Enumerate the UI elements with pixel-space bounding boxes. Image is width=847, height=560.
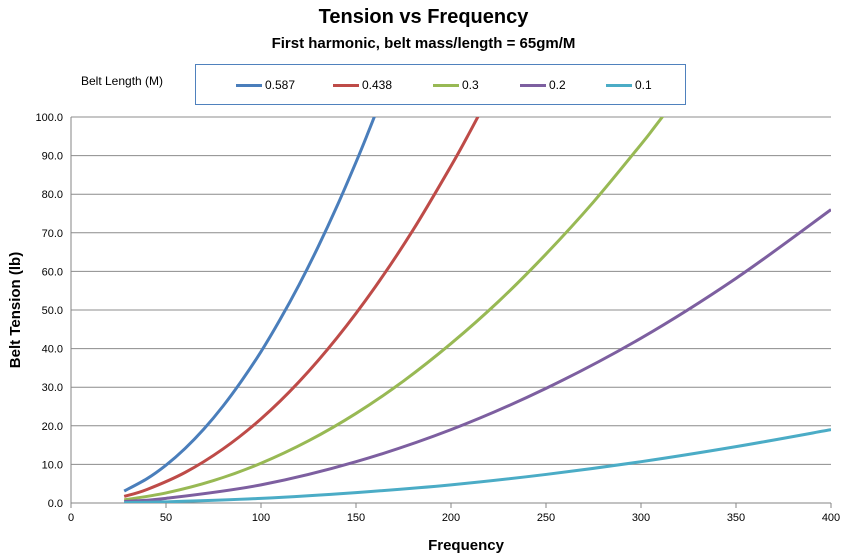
y-tick-label: 30.0	[42, 382, 63, 394]
legend: 0.587 0.438 0.3 0.2 0.1	[195, 64, 686, 105]
legend-label: 0.587	[265, 78, 296, 92]
legend-swatch	[606, 83, 632, 87]
y-tick-label: 20.0	[42, 421, 63, 433]
y-tick-label: 40.0	[42, 344, 63, 356]
x-tick-label: 0	[68, 512, 74, 524]
y-tick-label: 10.0	[42, 459, 63, 471]
y-tick-label: 50.0	[42, 305, 63, 317]
x-tick-label: 150	[347, 512, 365, 524]
series-line-0.587	[123, 117, 376, 493]
series-line-0.438	[123, 117, 480, 498]
series-line-0.1	[124, 428, 831, 503]
chart-subtitle: First harmonic, belt mass/length = 65gm/…	[271, 35, 576, 52]
y-tick-label: 100.0	[35, 112, 63, 124]
legend-swatch	[433, 83, 459, 87]
x-axis-title: Frequency	[428, 537, 505, 554]
legend-item: 0.1	[606, 78, 652, 92]
legend-swatch	[520, 83, 546, 87]
x-tick-label: 50	[160, 512, 172, 524]
y-tick-label: 60.0	[42, 266, 63, 278]
legend-item: 0.587	[236, 78, 295, 92]
legend-item: 0.3	[433, 78, 479, 92]
x-tick-label: 100	[252, 512, 270, 524]
y-tick-label: 80.0	[42, 189, 63, 201]
legend-swatch	[236, 83, 262, 87]
series-line-0.3	[123, 117, 665, 502]
x-tick-label: 250	[537, 512, 555, 524]
x-tick-label: 300	[632, 512, 650, 524]
x-tick-label: 350	[727, 512, 745, 524]
legend-label: 0.1	[635, 78, 652, 92]
legend-title: Belt Length (M)	[81, 74, 164, 88]
y-tick-label: 0.0	[48, 498, 63, 510]
legend-item: 0.2	[520, 78, 566, 92]
legend-label: 0.2	[549, 78, 566, 92]
series-line-0.2	[124, 208, 831, 503]
legend-label: 0.438	[362, 78, 393, 92]
y-axis-title: Belt Tension (lb)	[7, 252, 24, 368]
y-tick-label: 70.0	[42, 228, 63, 240]
y-tick-label: 90.0	[42, 151, 63, 163]
x-tick-label: 400	[822, 512, 840, 524]
legend-item: 0.438	[333, 78, 392, 92]
legend-swatch	[333, 83, 359, 87]
x-tick-label: 200	[442, 512, 460, 524]
chart-title: Tension vs Frequency	[318, 6, 529, 28]
legend-label: 0.3	[462, 78, 479, 92]
